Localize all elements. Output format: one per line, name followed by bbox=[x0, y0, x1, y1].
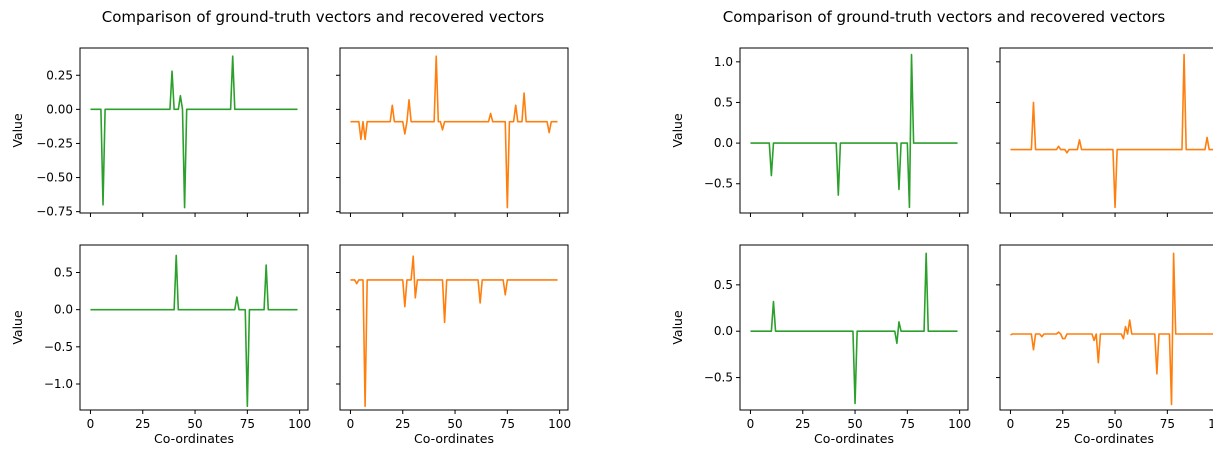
panel-1-r2c1-ytick-label: 0.0 bbox=[54, 303, 73, 317]
panel-1-r2c1-ytick-label: −1.0 bbox=[44, 377, 73, 391]
panel-2-r2c2-xtick-label: 25 bbox=[1055, 417, 1070, 431]
panel-2-r1c1-series-line bbox=[750, 53, 958, 209]
panel-2-r2c1-xtick-label: 100 bbox=[948, 417, 971, 431]
panel-2-r2c1-ytick-label: 0.5 bbox=[714, 278, 733, 292]
panel-1-r2c1-xtick-label: 75 bbox=[240, 417, 255, 431]
panel-2-r2c1-ytick-label: 0.0 bbox=[714, 324, 733, 338]
panel-1-r2c2-xtick-label: 100 bbox=[548, 417, 571, 431]
panel-1-r1c1-ytick-label: 0.00 bbox=[46, 102, 73, 116]
panel-1-r1c1-ytick-label: −0.25 bbox=[36, 136, 73, 150]
panel-1-r2c2-series-line bbox=[350, 255, 558, 408]
panel-2-r2c1-xlabel: Co-ordinates bbox=[814, 431, 894, 446]
panel-1-r2c1-frame bbox=[79, 244, 309, 411]
panel-2-r2c1-ylabel: Value bbox=[670, 310, 685, 345]
panel-2-r2c1-series-line bbox=[750, 252, 958, 405]
panel-1-r1c1-ylabel: Value bbox=[10, 113, 25, 148]
panel-1-r2c2-xlabel: Co-ordinates bbox=[414, 431, 494, 446]
panel-1-r1c1-ytick-label: −0.75 bbox=[36, 205, 73, 219]
panel-2-r2c2-xtick-label: 0 bbox=[1007, 417, 1015, 431]
panel-1-r2c1-xtick-label: 100 bbox=[288, 417, 311, 431]
panel-2-r2c1-xtick-label: 0 bbox=[747, 417, 755, 431]
panel-2-r1c1-ytick-label: −0.5 bbox=[704, 177, 733, 191]
panel-1-r1c1-frame bbox=[79, 47, 309, 214]
panel-2-r1c2-series-line bbox=[1010, 53, 1213, 209]
panel-2-r2c2-xtick-label: 100 bbox=[1208, 417, 1213, 431]
panel-2-r1c2-frame bbox=[999, 47, 1213, 214]
panel-2-r2c2-frame bbox=[999, 244, 1213, 411]
panel-1-r2c2-xtick-label: 0 bbox=[347, 417, 355, 431]
panel-1-r2c1-series-line bbox=[90, 254, 298, 408]
panel-1-r1c1-ytick-label: −0.50 bbox=[36, 171, 73, 185]
panel-1-r2c1-xtick-label: 25 bbox=[135, 417, 150, 431]
panel-2-r2c2-xtick-label: 50 bbox=[1107, 417, 1122, 431]
panel-1-r2c1-xtick-label: 50 bbox=[187, 417, 202, 431]
panel-1-r2c1-ytick-label: 0.5 bbox=[54, 266, 73, 280]
panel-2-r2c2-xtick-label: 75 bbox=[1160, 417, 1175, 431]
panel-2-r1c1-ytick-label: 0.0 bbox=[714, 136, 733, 150]
panel-1-r1c1-ytick-label: 0.25 bbox=[46, 68, 73, 82]
panel-1-r2c2-xtick-label: 25 bbox=[395, 417, 410, 431]
panel-1-r2c2-xtick-label: 50 bbox=[447, 417, 462, 431]
panel-1-r2c2-xtick-label: 75 bbox=[500, 417, 515, 431]
panel-1-r2c1-xtick-label: 0 bbox=[87, 417, 95, 431]
panel-2-r2c1-xtick-label: 25 bbox=[795, 417, 810, 431]
panel-1-r2c1-ytick-label: −0.5 bbox=[44, 340, 73, 354]
panel-2-r2c1-xtick-label: 75 bbox=[900, 417, 915, 431]
figure-2-title: Comparison of ground-truth vectors and r… bbox=[723, 8, 1166, 26]
panel-2-r1c1-ytick-label: 1.0 bbox=[714, 55, 733, 69]
panel-1-r1c2-series-line bbox=[350, 55, 558, 209]
panel-2-r1c1-frame bbox=[739, 47, 969, 214]
panel-2-r2c2-series-line bbox=[1010, 252, 1213, 406]
panel-2-r1c1-ylabel: Value bbox=[670, 113, 685, 148]
panel-1-r2c1-ylabel: Value bbox=[10, 310, 25, 345]
panel-2-r2c1-ytick-label: −0.5 bbox=[704, 371, 733, 385]
figure-1-title: Comparison of ground-truth vectors and r… bbox=[102, 8, 545, 26]
panel-1-r2c2-frame bbox=[339, 244, 569, 411]
panel-2-r2c1-xtick-label: 50 bbox=[847, 417, 862, 431]
panel-2-r2c2-xlabel: Co-ordinates bbox=[1074, 431, 1154, 446]
panel-1-r1c2-frame bbox=[339, 47, 569, 214]
panel-2-r1c1-ytick-label: 0.5 bbox=[714, 95, 733, 109]
panel-2-r2c1-frame bbox=[739, 244, 969, 411]
panel-1-r1c1-series-line bbox=[90, 55, 298, 209]
panel-1-r2c1-xlabel: Co-ordinates bbox=[154, 431, 234, 446]
